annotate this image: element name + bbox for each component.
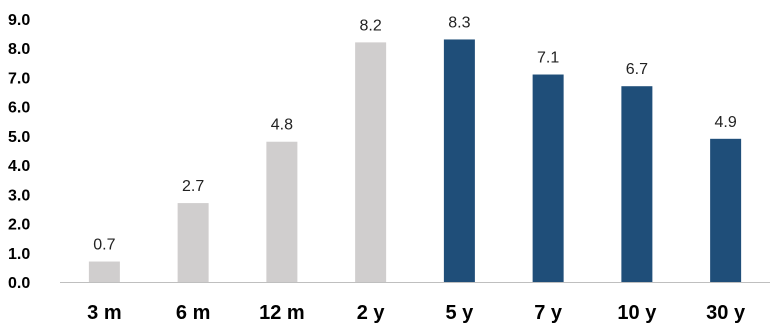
x-tick-label: 12 m <box>259 302 305 324</box>
y-tick-label: 2.0 <box>8 217 30 234</box>
data-label: 8.2 <box>360 17 382 34</box>
data-label: 6.7 <box>626 61 648 78</box>
y-tick-label: 3.0 <box>8 187 30 204</box>
y-tick-label: 6.0 <box>8 100 30 117</box>
data-label: 2.7 <box>182 178 204 195</box>
bar-30y <box>710 138 742 282</box>
y-tick-label: 4.0 <box>8 158 30 175</box>
bar-2y <box>355 42 387 282</box>
x-tick-label: 2 y <box>357 302 386 324</box>
bar-5y <box>443 39 475 283</box>
data-label: 7.1 <box>537 50 559 67</box>
bar-7y <box>532 74 564 283</box>
data-label: 4.9 <box>715 114 737 131</box>
x-tick-label: 6 m <box>176 302 210 324</box>
y-tick-label: 1.0 <box>8 246 30 263</box>
bars <box>88 39 742 283</box>
bar-12m <box>266 141 298 282</box>
bar-6m <box>177 203 209 282</box>
y-tick-label: 8.0 <box>8 41 30 58</box>
x-tick-label: 7 y <box>534 302 563 324</box>
data-label: 4.8 <box>271 117 293 134</box>
y-tick-label: 7.0 <box>8 70 30 87</box>
x-tick-label: 10 y <box>617 302 657 324</box>
y-tick-label: 0.0 <box>8 275 30 292</box>
y-tick-label: 9.0 <box>8 12 30 29</box>
bar-10y <box>621 86 653 283</box>
x-tick-label: 30 y <box>706 302 746 324</box>
y-axis: 0.0 1.0 2.0 3.0 4.0 5.0 6.0 7.0 8.0 9.0 <box>8 12 30 292</box>
data-label: 8.3 <box>448 14 470 31</box>
x-tick-label: 5 y <box>445 302 474 324</box>
bar-3m <box>88 261 120 282</box>
data-labels: 0.7 2.7 4.8 8.2 8.3 7.1 6.7 4.9 <box>93 14 737 253</box>
x-tick-label: 3 m <box>87 302 121 324</box>
data-label: 0.7 <box>93 237 115 254</box>
y-tick-label: 5.0 <box>8 129 30 146</box>
x-axis: 3 m 6 m 12 m 2 y 5 y 7 y 10 y 30 y <box>87 302 746 324</box>
